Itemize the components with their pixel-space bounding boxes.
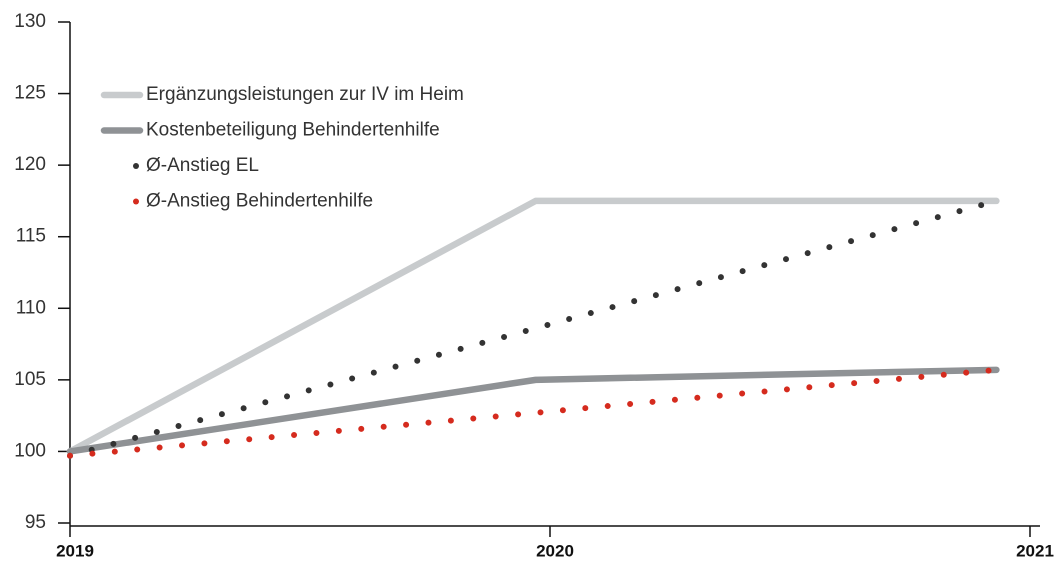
y-tick-label: 120 <box>14 154 46 175</box>
x-tick-label: 2020 <box>536 541 574 560</box>
y-tick-label: 110 <box>16 297 46 318</box>
legend-label: Ø-Anstieg Behindertenhilfe <box>146 191 373 212</box>
y-tick-label: 100 <box>14 440 46 461</box>
legend-marker <box>133 163 139 169</box>
series-line <box>66 366 1000 455</box>
legend-marker <box>133 198 139 205</box>
y-tick-label: 125 <box>14 83 46 104</box>
y-tick-label: 95 <box>25 512 46 533</box>
legend-label: Kostenbeteiligung Behindertenhilfe <box>146 120 440 141</box>
y-tick-label: 115 <box>16 226 46 247</box>
x-tick-label: 2021 <box>1016 541 1054 560</box>
series-line <box>66 197 1000 455</box>
y-tick-label: 130 <box>14 11 46 32</box>
series-line <box>67 366 1000 459</box>
y-tick-label: 105 <box>14 369 46 390</box>
x-tick-label: 2019 <box>56 541 94 560</box>
legend-label: Ergänzungsleistungen zur IV im Heim <box>146 84 464 105</box>
series-line <box>67 197 1000 459</box>
legend-label: Ø-Anstieg EL <box>146 155 259 176</box>
